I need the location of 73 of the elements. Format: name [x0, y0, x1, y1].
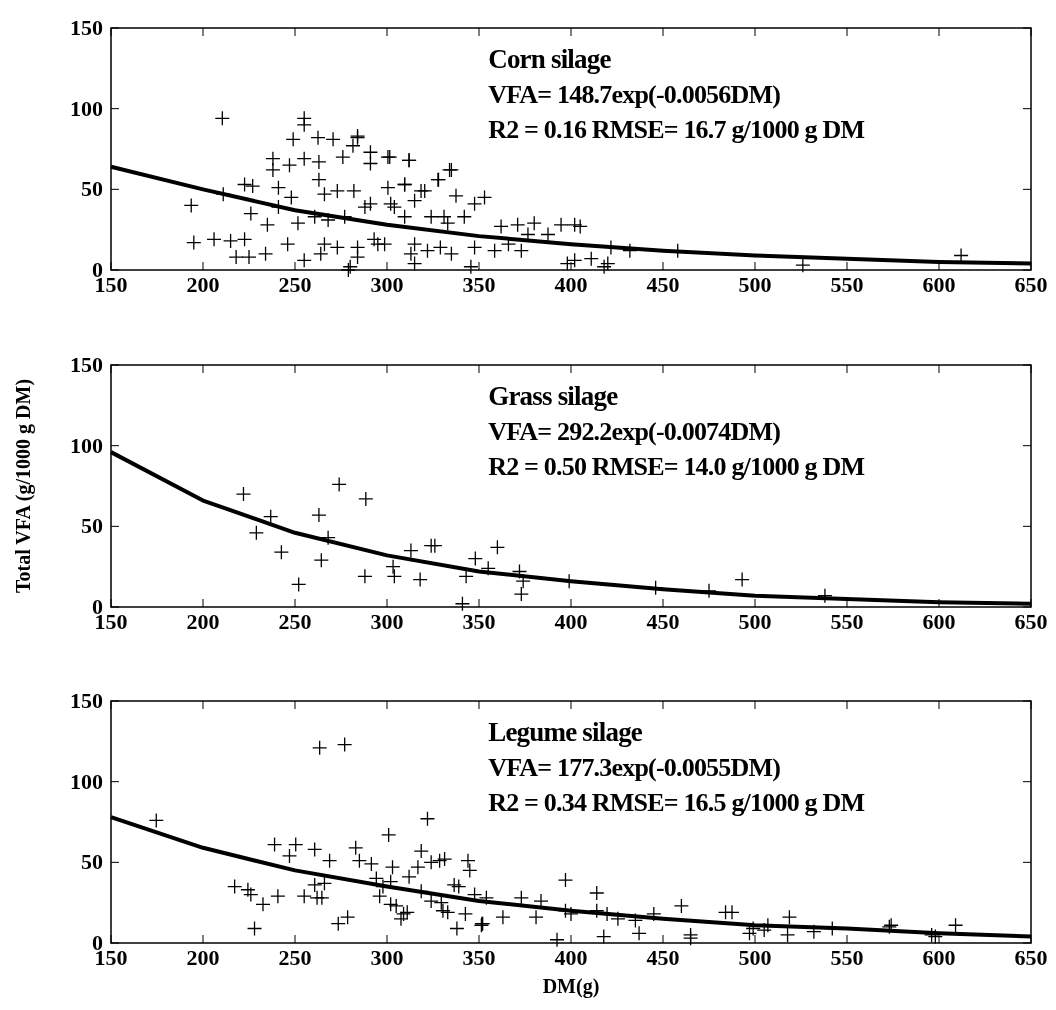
point: [313, 552, 329, 568]
x-tick-label: 650: [1014, 272, 1048, 297]
point: [311, 507, 327, 523]
x-tick-label: 350: [462, 945, 496, 970]
x-axis-title: DM(g): [542, 975, 600, 998]
point: [263, 509, 279, 525]
y-tick-label: 150: [70, 15, 103, 40]
x-tick-label: 400: [554, 945, 588, 970]
y-tick-label: 50: [81, 513, 103, 539]
x-tick-label: 450: [646, 945, 680, 970]
y-tick-label: 100: [70, 768, 103, 794]
x-tick-label: 400: [554, 609, 588, 634]
x-tick-label: 450: [646, 609, 680, 634]
annotation: VFA= 148.7exp(-0.0056DM): [488, 80, 781, 109]
annotation: Corn silage: [488, 44, 612, 74]
y-tick-label: 150: [70, 688, 103, 713]
annotation: Grass silage: [488, 381, 619, 411]
annotation: R2 = 0.50 RMSE= 14.0 g/1000 g DM: [488, 452, 865, 481]
point: [385, 559, 401, 575]
x-tick-label: 300: [370, 272, 404, 297]
annotation: VFA= 177.3exp(-0.0055DM): [488, 753, 781, 782]
point: [412, 571, 428, 588]
x-tick-label: 650: [1014, 945, 1048, 970]
annotation: R2 = 0.34 RMSE= 16.5 g/1000 g DM: [488, 788, 865, 817]
y-axis-title: Total VFA (g/1000 g DM): [12, 378, 35, 594]
point: [403, 542, 419, 559]
y-tick-label: 150: [70, 352, 103, 377]
point: [734, 571, 750, 588]
point: [331, 476, 347, 493]
x-tick-label: 400: [554, 272, 588, 297]
point: [511, 563, 528, 580]
point: [320, 529, 336, 546]
y-tick-label: 100: [70, 95, 103, 121]
x-tick-label: 600: [922, 945, 956, 970]
x-tick-label: 300: [370, 945, 404, 970]
point: [489, 539, 506, 555]
x-tick-label: 200: [186, 272, 220, 297]
point: [467, 550, 483, 567]
x-tick-label: 500: [738, 945, 772, 970]
x-tick-label: 600: [922, 609, 956, 634]
point: [817, 588, 833, 604]
annotation: VFA= 292.2exp(-0.0074DM): [488, 417, 781, 446]
x-tick-label: 550: [830, 272, 864, 297]
x-tick-label: 450: [646, 272, 680, 297]
x-tick-label: 200: [186, 609, 220, 634]
point: [273, 544, 290, 560]
x-tick-label: 250: [278, 945, 312, 970]
x-tick-label: 200: [186, 945, 220, 970]
point: [357, 568, 373, 584]
x-tick-label: 500: [738, 609, 772, 634]
annotation: Legume silage: [488, 717, 643, 747]
y-tick-label: 100: [70, 432, 103, 458]
x-tick-label: 550: [830, 945, 864, 970]
x-tick-label: 600: [922, 272, 956, 297]
point: [248, 525, 265, 541]
point: [427, 538, 443, 554]
y-tick-label: 50: [81, 176, 103, 202]
y-tick-label: 50: [81, 849, 103, 875]
point: [386, 568, 403, 584]
x-tick-label: 650: [1014, 609, 1048, 634]
point: [454, 596, 471, 612]
x-tick-label: 350: [462, 272, 496, 297]
x-tick-label: 500: [738, 272, 772, 297]
point: [235, 486, 252, 502]
x-tick-label: 550: [830, 609, 864, 634]
point: [291, 576, 307, 593]
x-tick-label: 350: [462, 609, 496, 634]
annotation: R2 = 0.16 RMSE= 16.7 g/1000 g DM: [488, 115, 865, 144]
x-tick-label: 250: [278, 609, 312, 634]
point: [513, 586, 529, 602]
point: [358, 491, 374, 507]
x-tick-label: 250: [278, 272, 312, 297]
x-tick-label: 300: [370, 609, 404, 634]
